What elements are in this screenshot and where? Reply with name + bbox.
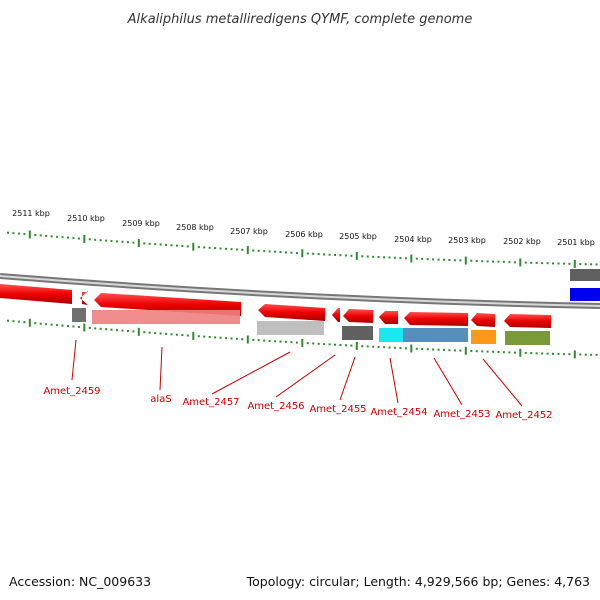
kbp-label-2506: 2506 kbp	[285, 230, 323, 239]
callout-line	[275, 354, 336, 398]
kbp-label-2505: 2505 kbp	[339, 232, 377, 241]
kbp-label-2503: 2503 kbp	[448, 236, 486, 245]
callout-line	[159, 346, 163, 391]
gene-arrow[interactable]	[332, 308, 340, 322]
gene-arrow[interactable]	[379, 311, 398, 324]
gene-arrow[interactable]	[258, 304, 325, 321]
scale-ticks-top	[7, 230, 598, 268]
cog-segment[interactable]	[379, 328, 403, 342]
cog-segment[interactable]	[403, 328, 468, 342]
scale-labels: 2511 kbp 2510 kbp 2509 kbp 2508 kbp 2507…	[12, 209, 595, 247]
genome-backbone	[0, 273, 600, 309]
genome-summary-text: Topology: circular; Length: 4,929,566 bp…	[246, 574, 590, 589]
gene-labels: Amet_2459 alaS Amet_2457 Amet_2456 Amet_…	[43, 386, 552, 421]
gene-arrow[interactable]	[404, 312, 468, 326]
map-title: Alkaliphilus metalliredigens QYMF, compl…	[127, 12, 473, 27]
gene-label-amet-2453[interactable]: Amet_2453	[433, 409, 490, 420]
callout-line	[71, 339, 77, 381]
cog-segment[interactable]	[257, 321, 324, 335]
kbp-label-2511: 2511 kbp	[12, 209, 50, 218]
callout-line	[339, 356, 356, 401]
track-segment[interactable]	[570, 269, 600, 281]
gene-label-amet-2457[interactable]: Amet_2457	[182, 397, 239, 408]
callout-line	[482, 358, 523, 407]
callout-line	[211, 351, 291, 395]
gene-arrow[interactable]	[471, 313, 495, 327]
callout-line	[433, 357, 463, 406]
kbp-label-2501: 2501 kbp	[557, 238, 595, 247]
track-segment[interactable]	[570, 288, 600, 301]
kbp-label-2510: 2510 kbp	[67, 214, 105, 223]
gene-label-amet-2454[interactable]: Amet_2454	[370, 407, 427, 418]
kbp-label-2502: 2502 kbp	[503, 237, 541, 246]
kbp-label-2504: 2504 kbp	[394, 235, 432, 244]
gene-arrow[interactable]	[0, 284, 72, 304]
gene-label-amet-2455[interactable]: Amet_2455	[309, 404, 366, 415]
cog-segment[interactable]	[342, 326, 373, 340]
gene-label-amet-2459[interactable]: Amet_2459	[43, 386, 100, 397]
cog-segment[interactable]	[471, 330, 496, 344]
gene-label-amet-2452[interactable]: Amet_2452	[495, 410, 552, 421]
accession-text: Accession: NC_009633	[9, 574, 151, 589]
cog-color-track	[72, 308, 550, 345]
callout-line	[389, 357, 399, 404]
gene-label-alas[interactable]: alaS	[150, 394, 171, 405]
gene-arrow[interactable]	[504, 314, 551, 328]
gene-callouts	[71, 339, 523, 407]
cog-segment[interactable]	[92, 310, 240, 324]
cog-segment[interactable]	[505, 331, 550, 345]
gene-arrow[interactable]	[343, 309, 373, 323]
kbp-label-2509: 2509 kbp	[122, 219, 160, 228]
kbp-label-2507: 2507 kbp	[230, 227, 268, 236]
cog-segment[interactable]	[72, 308, 86, 322]
kbp-label-2508: 2508 kbp	[176, 223, 214, 232]
scale-ticks-bottom	[7, 318, 598, 359]
gene-arrow[interactable]	[80, 291, 88, 305]
gene-label-amet-2456[interactable]: Amet_2456	[247, 401, 304, 412]
top-right-track	[570, 269, 600, 301]
